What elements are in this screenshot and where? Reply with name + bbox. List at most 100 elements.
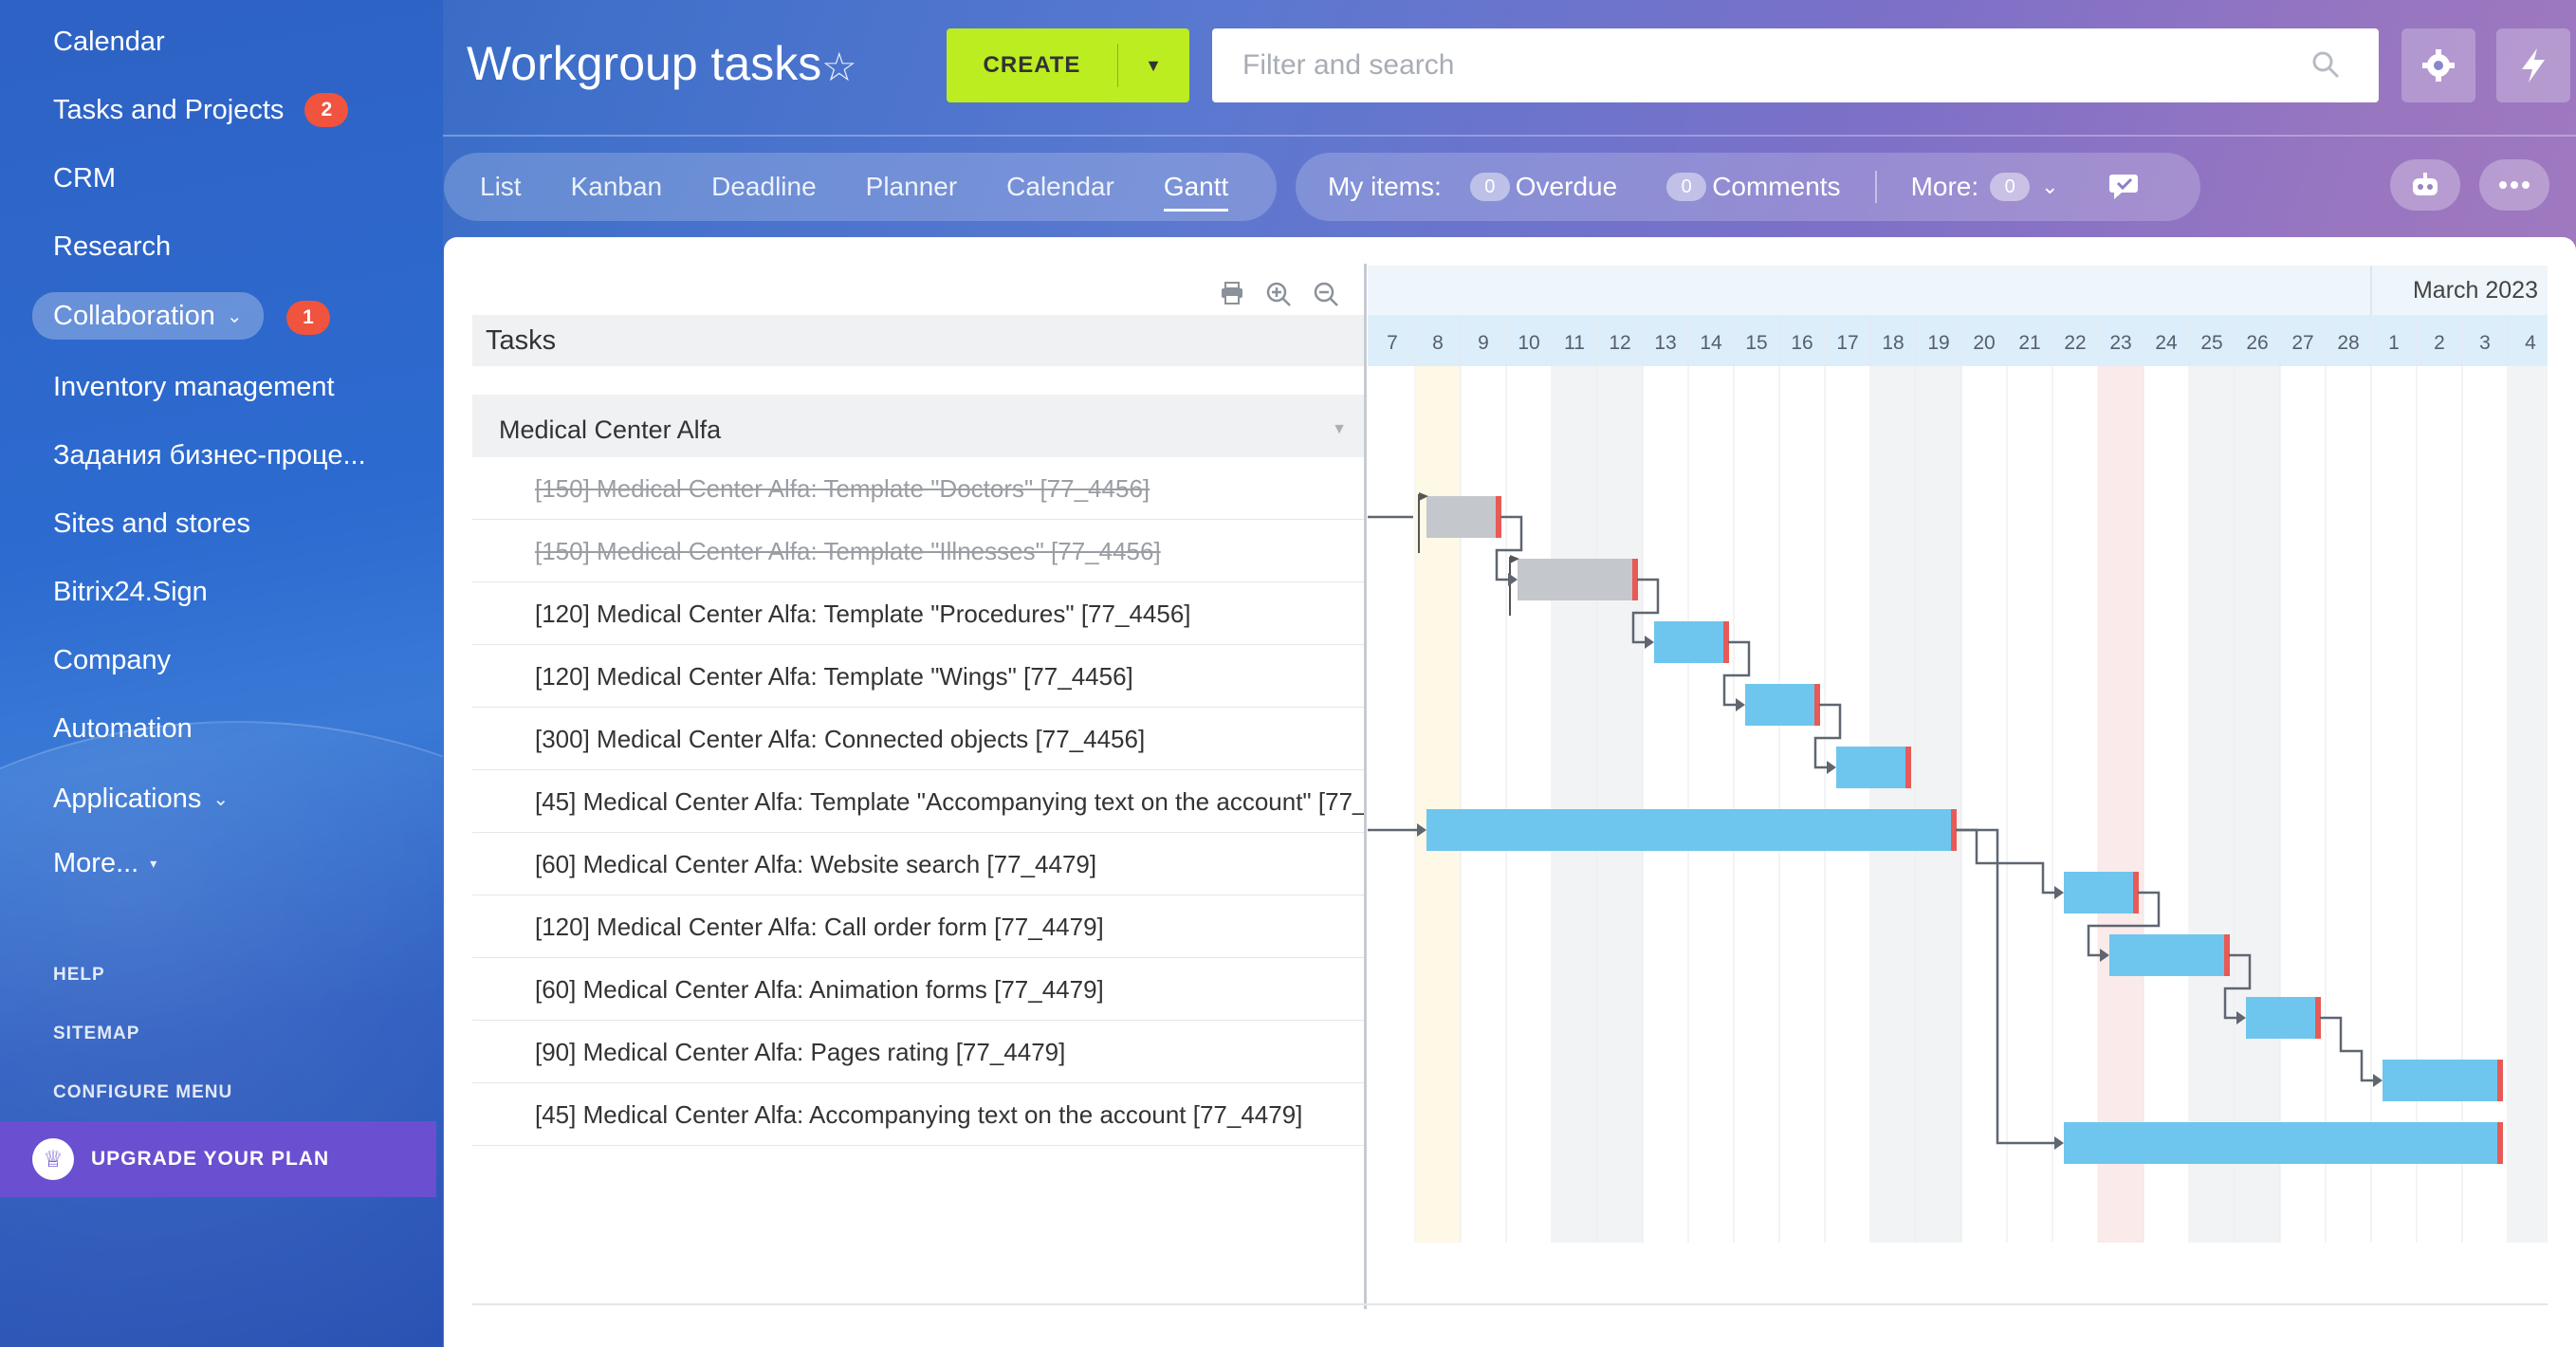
more-label: More:	[1910, 172, 1979, 201]
settings-gear-icon[interactable]	[2401, 28, 2475, 102]
sidebar-item-company[interactable]: Company	[53, 639, 171, 681]
task-bar[interactable]	[2246, 997, 2320, 1039]
task-bar[interactable]	[1426, 496, 1500, 538]
dependency-link[interactable]	[2223, 953, 2252, 1020]
task-bar[interactable]	[1836, 747, 1910, 788]
sidebar-item-sites-and-stores[interactable]: Sites and stores	[53, 503, 250, 544]
sidebar-item-automation[interactable]: Automation	[53, 708, 193, 749]
day-tick-label: 2	[2434, 332, 2445, 354]
day-column-shade	[2508, 366, 2548, 1243]
dependency-link[interactable]	[2087, 891, 2161, 957]
deadline-marker[interactable]	[2497, 1060, 2503, 1101]
deadline-marker[interactable]	[1496, 496, 1501, 538]
deadline-marker[interactable]	[1632, 559, 1638, 600]
sidebar-item-inventory[interactable]: Inventory management	[53, 366, 335, 408]
task-row[interactable]: [45] Medical Center Alfa: Accompanying t…	[472, 1083, 1364, 1146]
sidebar-item-more[interactable]: More... ▾	[53, 842, 156, 884]
task-bar[interactable]	[1518, 559, 1637, 600]
sitemap-link[interactable]: SITEMAP	[53, 1024, 140, 1043]
sidebar-item-label: Collaboration	[53, 300, 215, 331]
deadline-marker[interactable]	[1905, 747, 1911, 788]
day-tick-label: 16	[1791, 332, 1812, 354]
task-row[interactable]: [60] Medical Center Alfa: Website search…	[472, 833, 1364, 895]
task-row[interactable]: [60] Medical Center Alfa: Animation form…	[472, 958, 1364, 1021]
tab-gantt[interactable]: Gantt	[1163, 172, 1229, 212]
deadline-marker[interactable]	[2315, 997, 2321, 1039]
task-bar[interactable]	[2109, 934, 2229, 976]
overdue-label: Overdue	[1515, 172, 1618, 201]
sidebar-item-business-processes[interactable]: Задания бизнес-проце...	[53, 434, 366, 476]
sidebar-item-collaboration[interactable]: Collaboration ⌄	[32, 292, 264, 340]
sidebar-item-applications[interactable]: Applications ⌄	[53, 778, 229, 820]
task-bar[interactable]	[1426, 809, 1956, 851]
sidebar-item-calendar[interactable]: Calendar	[53, 21, 165, 63]
day-tick-label: 17	[1836, 332, 1858, 354]
dependency-link[interactable]	[1368, 515, 1421, 832]
sidebar-item-sign[interactable]: Bitrix24.Sign	[53, 571, 208, 613]
dependency-link[interactable]	[1956, 828, 2058, 1145]
day-column-shade	[2098, 366, 2144, 1243]
upgrade-plan-button[interactable]: ♕ UPGRADE YOUR PLAN	[0, 1121, 436, 1197]
robot-icon[interactable]	[2390, 159, 2460, 211]
day-tick-label: 19	[1927, 332, 1949, 354]
create-button[interactable]: CREATE ▼	[947, 28, 1189, 102]
comments-filter[interactable]: 0 Comments	[1666, 172, 1841, 202]
day-tick-label: 20	[1973, 332, 1995, 354]
sidebar-item-label: Задания бизнес-проце...	[53, 439, 366, 471]
caret-down-icon[interactable]: ▼	[1332, 421, 1347, 437]
search-icon[interactable]	[2310, 49, 2341, 87]
sidebar-item-tasks-and-projects[interactable]: Tasks and Projects 2	[53, 89, 349, 131]
print-icon[interactable]	[1220, 281, 1244, 314]
dependency-link[interactable]	[1631, 578, 1660, 644]
dependency-link[interactable]	[1495, 515, 1523, 581]
deadline-marker[interactable]	[2497, 1122, 2503, 1164]
day-tick-label: 23	[2109, 332, 2131, 354]
more-filter[interactable]: More: 0 ⌄	[1911, 172, 2059, 202]
deadline-marker[interactable]	[1814, 684, 1820, 726]
dependency-arrowhead	[2054, 886, 2064, 899]
deadline-marker[interactable]	[2224, 934, 2230, 976]
task-bar[interactable]	[1654, 621, 1728, 663]
more-options-icon[interactable]	[2479, 159, 2549, 211]
day-tick-label: 26	[2246, 332, 2268, 354]
help-link[interactable]: HELP	[53, 965, 105, 985]
task-bar[interactable]	[1745, 684, 1819, 726]
dependency-link[interactable]	[2320, 1016, 2377, 1082]
tab-deadline[interactable]: Deadline	[711, 172, 817, 201]
deadline-marker[interactable]	[2133, 872, 2139, 913]
grid-splitter[interactable]	[1364, 264, 1367, 1309]
header-divider	[443, 135, 2576, 137]
tab-calendar[interactable]: Calendar	[1006, 172, 1114, 201]
dependency-link[interactable]	[1722, 640, 1751, 707]
lightning-icon[interactable]	[2496, 28, 2570, 102]
tab-kanban[interactable]: Kanban	[570, 172, 663, 201]
task-row[interactable]: [120] Medical Center Alfa: Template "Pro…	[472, 582, 1364, 645]
configure-menu-link[interactable]: CONFIGURE MENU	[53, 1082, 233, 1102]
task-row[interactable]: [150] Medical Center Alfa: Template "Ill…	[472, 520, 1364, 582]
caret-down-icon[interactable]: ▼	[1145, 55, 1163, 75]
overdue-filter[interactable]: 0 Overdue	[1469, 172, 1618, 202]
zoom-in-icon[interactable]	[1265, 281, 1292, 314]
zoom-out-icon[interactable]	[1313, 281, 1339, 314]
task-row[interactable]: [120] Medical Center Alfa: Template "Win…	[472, 645, 1364, 708]
task-row[interactable]: [90] Medical Center Alfa: Pages rating […	[472, 1021, 1364, 1083]
group-row[interactable]: Medical Center Alfa ▼	[472, 395, 1364, 457]
star-icon[interactable]: ☆	[821, 45, 857, 89]
task-row[interactable]: [45] Medical Center Alfa: Template "Acco…	[472, 770, 1364, 833]
deadline-marker[interactable]	[1951, 809, 1957, 851]
dependency-link[interactable]	[1813, 703, 1842, 769]
task-row[interactable]: [120] Medical Center Alfa: Call order fo…	[472, 895, 1364, 958]
sidebar-item-research[interactable]: Research	[53, 226, 171, 268]
task-bar[interactable]	[2064, 872, 2138, 913]
task-row[interactable]: [150] Medical Center Alfa: Template "Doc…	[472, 457, 1364, 520]
dependency-arrowhead	[1417, 823, 1426, 837]
sidebar-item-crm[interactable]: CRM	[53, 157, 116, 199]
tab-list[interactable]: List	[480, 172, 522, 201]
search-input[interactable]	[1242, 49, 2286, 82]
task-bar[interactable]	[2064, 1122, 2502, 1164]
deadline-marker[interactable]	[1723, 621, 1729, 663]
chat-icon[interactable]	[2108, 171, 2143, 203]
tab-planner[interactable]: Planner	[865, 172, 958, 201]
task-bar[interactable]	[2383, 1060, 2502, 1101]
task-row[interactable]: [300] Medical Center Alfa: Connected obj…	[472, 708, 1364, 770]
